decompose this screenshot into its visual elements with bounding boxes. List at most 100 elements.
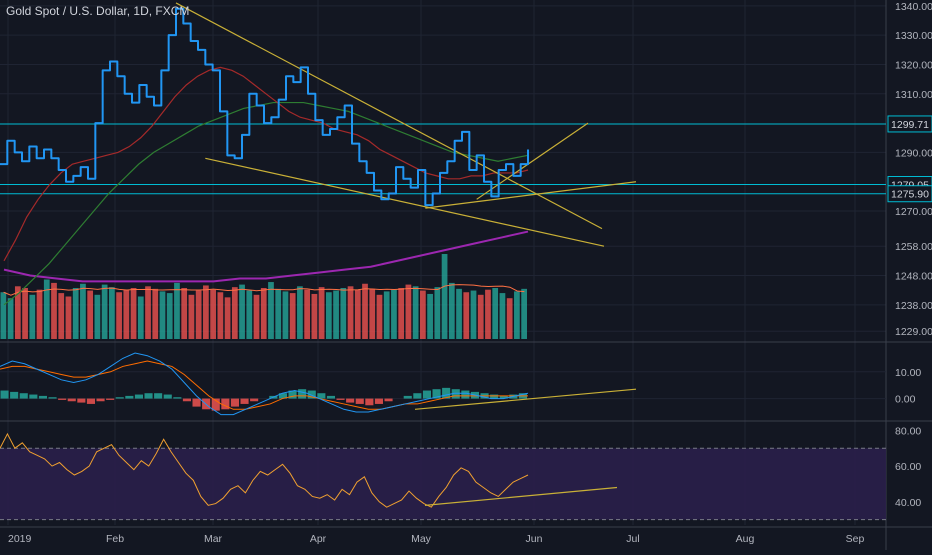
price-axis-tick-label: 1330.00: [895, 30, 932, 42]
x-axis-tick-label: May: [411, 533, 432, 545]
volume-bar: [470, 290, 477, 339]
macd-histogram-bar: [77, 398, 86, 403]
volume-bar: [521, 288, 527, 339]
macd-histogram-bar: [163, 394, 172, 399]
volume-bar: [239, 284, 245, 339]
volume-bar: [224, 297, 231, 339]
price-axis-tick-label: 1248.00: [895, 271, 932, 283]
macd-histogram-bar: [336, 398, 345, 400]
volume-bar: [188, 294, 195, 339]
macd-histogram-bar: [432, 389, 441, 399]
volume-bar: [36, 289, 43, 339]
price-badge-box: [887, 185, 932, 203]
volume-bar: [217, 292, 224, 339]
price-axis-tick-label: 1340.00: [895, 1, 932, 13]
trendline-1: [205, 157, 605, 247]
volume-bar: [434, 287, 441, 339]
macd-histogram-bar: [173, 397, 182, 399]
macd-histogram-bar: [461, 390, 470, 399]
macd-histogram-bar: [10, 391, 19, 399]
macd-histogram-bar: [0, 390, 9, 399]
volume-bar: [80, 283, 86, 339]
macd-histogram-bar: [451, 389, 460, 399]
macd-histogram-bar: [355, 398, 364, 404]
volume-bar: [398, 288, 405, 339]
macd-histogram-bar: [442, 387, 451, 399]
volume-bar: [181, 288, 188, 339]
macd-histogram-bar: [58, 398, 67, 400]
volume-bar: [253, 294, 260, 339]
x-axis-tick-label: 2019: [8, 533, 32, 545]
volume-bar: [43, 279, 50, 339]
price-badge-label: 1275.90: [891, 189, 929, 201]
rsi-axis-tick-label: 60.00: [895, 461, 921, 473]
volume-bar: [123, 289, 130, 339]
volume-bar: [383, 291, 390, 339]
price-badge-label: 1299.71: [891, 119, 929, 131]
macd-histogram-bar: [19, 393, 28, 399]
macd-histogram-bar: [29, 394, 38, 399]
volume-bar: [485, 289, 491, 339]
volume-bar: [412, 286, 419, 339]
volume-bar: [65, 296, 72, 339]
macd-histogram-bar: [250, 398, 259, 402]
macd-histogram-bar: [422, 390, 431, 399]
volume-bar: [14, 286, 21, 339]
volume-bar: [22, 288, 28, 339]
volume-bar: [87, 290, 94, 339]
volume-bar: [210, 289, 216, 339]
macd-histogram-bar: [384, 398, 393, 402]
price-axis-tick-label: 1238.00: [895, 300, 932, 312]
volume-bar: [29, 294, 36, 339]
macd-histogram-bar: [115, 397, 124, 399]
chart-title: Gold Spot / U.S. Dollar, 1D, FXCM: [6, 4, 190, 18]
macd-signal-line: [0, 360, 528, 410]
macd-axis-tick-label: 10.00: [895, 367, 921, 379]
volume-bar: [145, 286, 151, 339]
volume-bar: [159, 291, 166, 339]
volume-bar: [94, 294, 101, 339]
volume-bar: [448, 282, 455, 339]
volume-bar: [420, 290, 426, 339]
volume-bar: [137, 296, 144, 339]
macd-histogram-bar: [499, 395, 508, 399]
macd-histogram-bar: [278, 393, 287, 399]
macd-histogram-bar: [288, 390, 297, 399]
macd-histogram-bar: [48, 397, 57, 399]
volume-bar: [506, 298, 513, 339]
volume-bar: [101, 284, 108, 339]
macd-histogram-bar: [106, 398, 115, 400]
rsi-axis-tick-label: 40.00: [895, 497, 921, 509]
macd-histogram-bar: [346, 398, 355, 403]
trendline-3: [476, 122, 589, 200]
macd-histogram-bar: [67, 398, 76, 402]
trendline-2: [425, 181, 637, 209]
volume-bar: [514, 291, 520, 339]
volume-bar: [166, 293, 173, 339]
x-axis-tick-label: Feb: [106, 533, 124, 545]
rsi-band: [0, 448, 886, 520]
price-axis-tick-label: 1320.00: [895, 59, 932, 71]
volume-bar: [108, 287, 115, 339]
volume-bar: [130, 288, 137, 339]
volume-bar: [0, 292, 7, 339]
volume-bar: [231, 287, 238, 339]
macd-histogram-bar: [317, 393, 326, 399]
price-line: [0, 7, 529, 207]
rsi-line: [0, 432, 529, 508]
volume-bar: [333, 290, 339, 339]
volume-bar: [499, 293, 506, 339]
volume-bar: [427, 293, 433, 339]
volume-bar: [174, 282, 180, 339]
macd-trendline: [414, 388, 637, 410]
macd-histogram-bar: [230, 398, 239, 407]
macd-histogram-bar: [125, 395, 134, 399]
volume-bar: [304, 289, 311, 339]
volume-bar: [441, 254, 448, 339]
rsi-trendline: [424, 486, 618, 506]
sma-long-line: [3, 230, 529, 283]
macd-histogram-bar: [403, 395, 412, 399]
volume-bar: [51, 282, 57, 339]
